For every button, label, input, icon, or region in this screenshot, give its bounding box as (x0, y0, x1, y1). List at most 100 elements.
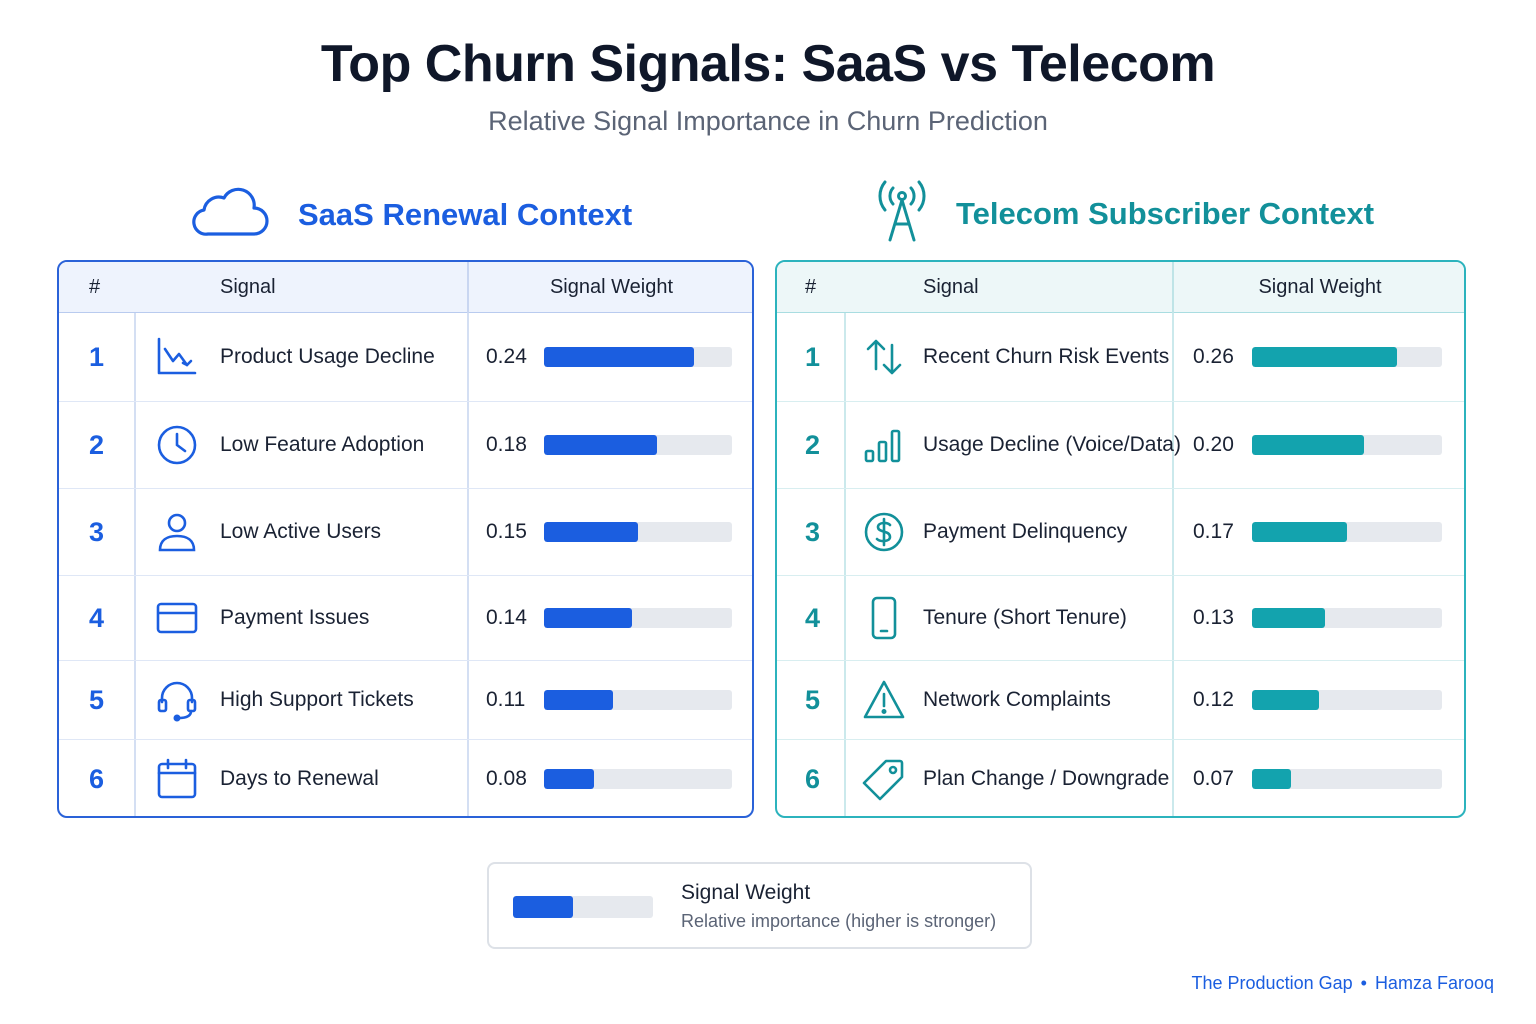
signal-label: Payment Issues (220, 606, 370, 629)
header-divider (467, 262, 469, 313)
weight-bar (1252, 769, 1442, 789)
signal-label: Product Usage Decline (220, 345, 435, 368)
signal-label: Tenure (Short Tenure) (923, 606, 1127, 629)
table-row: 5 Network Complaints 0.12 (777, 661, 1464, 740)
saas-heading-title: SaaS Renewal Context (298, 196, 633, 232)
column-header-signal: Signal (923, 276, 979, 298)
table-row: 2 Usage Decline (Voice/Data) 0.20 (777, 402, 1464, 489)
signal-value: 0.18 (486, 433, 527, 456)
row-number: 6 (89, 763, 105, 794)
table-row: 3 Low Active Users 0.15 (59, 489, 752, 576)
arrows-up-down-icon (862, 335, 906, 379)
weight-bar-fill (1252, 690, 1320, 710)
row-number: 5 (805, 684, 821, 715)
weight-bar (544, 435, 732, 455)
row-number: 4 (89, 602, 105, 633)
signal-value: 0.12 (1193, 688, 1234, 711)
signal-value: 0.24 (486, 345, 527, 368)
table-row: 4 Payment Issues 0.14 (59, 576, 752, 661)
table-row: 6 Days to Renewal 0.08 (59, 740, 752, 816)
column-header-signal: Signal (220, 276, 276, 298)
row-number: 2 (89, 429, 105, 460)
weight-bar (544, 608, 732, 628)
dollar-circle-icon (862, 510, 906, 554)
header-divider (1172, 262, 1174, 313)
signal-label: Usage Decline (Voice/Data) (923, 433, 1181, 456)
column-divider (467, 313, 469, 816)
saas-heading: SaaS Renewal Context (190, 184, 632, 245)
credit-card-icon (155, 596, 199, 640)
table-row: 3 Payment Delinquency 0.17 (777, 489, 1464, 576)
weight-bar (1252, 690, 1442, 710)
telecom-heading: Telecom Subscriber Context (870, 178, 1374, 249)
signal-value: 0.26 (1193, 345, 1234, 368)
column-divider (1172, 313, 1174, 816)
signal-label: Low Active Users (220, 520, 382, 543)
chart-decline-icon (155, 335, 199, 379)
signal-bars-icon (862, 423, 906, 467)
row-number: 3 (89, 516, 105, 547)
table-row: 1 Product Usage Decline 0.24 (59, 313, 752, 402)
legend-description: Relative importance (higher is stronger) (681, 911, 997, 931)
weight-bar (1252, 435, 1442, 455)
user-icon (155, 510, 199, 554)
table-row: 6 Plan Change / Downgrade 0.07 (777, 740, 1464, 816)
weight-bar (544, 347, 732, 367)
row-number: 5 (89, 684, 105, 715)
legend-sample-bar (513, 896, 653, 918)
weight-bar (1252, 522, 1442, 542)
signal-label: Days to Renewal (220, 767, 379, 790)
telecom-table-header: # Signal Signal Weight (777, 262, 1464, 313)
weight-bar-fill (1252, 435, 1364, 455)
column-header-weight: Signal Weight (1258, 276, 1382, 298)
column-header-num: # (89, 276, 101, 298)
signal-value: 0.17 (1193, 520, 1234, 543)
signal-label: High Support Tickets (220, 688, 414, 711)
weight-bar-fill (544, 347, 695, 367)
weight-bar-fill (544, 769, 595, 789)
credit-author: Hamza Farooq (1374, 973, 1494, 993)
weight-bar-fill (544, 690, 613, 710)
column-header-num: # (805, 276, 817, 298)
mobile-phone-icon (862, 596, 906, 640)
signal-value: 0.14 (486, 606, 527, 629)
warning-triangle-icon (862, 678, 906, 722)
telecom-table: # Signal Signal Weight 1 Recent Churn Ri… (775, 260, 1466, 818)
signal-label: Network Complaints (923, 688, 1111, 711)
weight-bar-fill (544, 435, 657, 455)
signal-value: 0.15 (486, 520, 527, 543)
signal-value: 0.07 (1193, 767, 1234, 790)
table-row: 1 Recent Churn Risk Events 0.26 (777, 313, 1464, 402)
credit-source: The Production Gap (1191, 973, 1353, 993)
antenna-tower-icon (870, 178, 934, 249)
weight-bar-fill (1252, 522, 1347, 542)
row-number: 4 (805, 602, 821, 633)
weight-bar (544, 769, 732, 789)
weight-bar (1252, 347, 1442, 367)
table-row: 2 Low Feature Adoption 0.18 (59, 402, 752, 489)
legend: Signal Weight Relative importance (highe… (487, 862, 1032, 949)
clock-icon (155, 423, 199, 467)
weight-bar-fill (544, 522, 638, 542)
saas-table-header: # Signal Signal Weight (59, 262, 752, 313)
weight-bar (544, 690, 732, 710)
signal-label: Plan Change / Downgrade (923, 767, 1170, 790)
column-divider (134, 313, 136, 816)
tag-icon (862, 757, 906, 801)
weight-bar-fill (1252, 608, 1325, 628)
page-title: Top Churn Signals: SaaS vs Telecom (320, 35, 1216, 93)
legend-title: Signal Weight (681, 881, 811, 904)
weight-bar (1252, 608, 1442, 628)
credit: The Production Gap • Hamza Farooq (1192, 973, 1494, 994)
credit-separator: • (1360, 973, 1367, 993)
signal-label: Low Feature Adoption (220, 433, 425, 456)
column-header-weight: Signal Weight (549, 276, 674, 298)
legend-sample-fill (513, 896, 574, 918)
weight-bar (544, 522, 732, 542)
calendar-icon (155, 757, 199, 801)
signal-value: 0.13 (1193, 606, 1234, 629)
row-number: 3 (805, 516, 821, 547)
saas-table: # Signal Signal Weight 1 Product Usage D… (57, 260, 754, 818)
column-divider (844, 313, 846, 816)
weight-bar-fill (544, 608, 632, 628)
